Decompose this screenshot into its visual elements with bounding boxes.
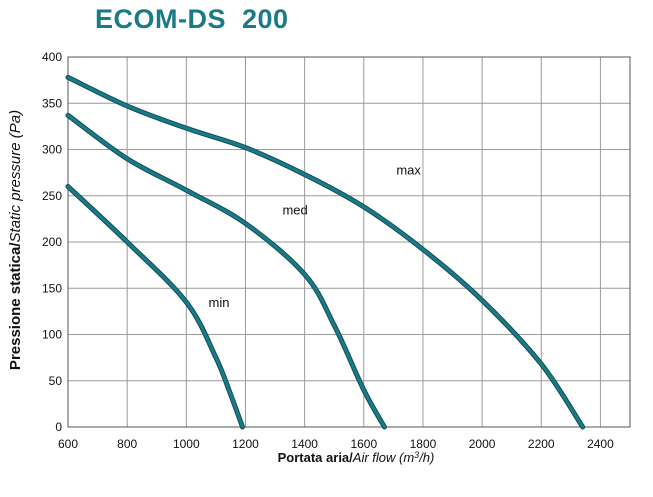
y-axis-title: Pressione statica/Static pressure (Pa)	[7, 110, 24, 370]
series-layer: max med min	[65, 74, 586, 430]
x-tick-label: 2400	[587, 437, 614, 451]
x-tick-label: 600	[58, 437, 78, 451]
x-tick-label: 1000	[173, 437, 200, 451]
x-tick-label: 800	[117, 437, 137, 451]
series-line-med	[66, 113, 386, 429]
x-tick-label: 1200	[232, 437, 259, 451]
series-label-min: min	[209, 295, 230, 310]
y-tick-label: 300	[42, 143, 62, 157]
x-axis-title-italic: Air flow (m	[352, 450, 415, 465]
series-label-max: max	[396, 162, 421, 177]
chart-title: ECOM-DS 200	[95, 4, 289, 34]
plot-frame	[67, 56, 631, 428]
x-tick-label: 1800	[410, 437, 437, 451]
x-tick-label: 1600	[350, 437, 377, 451]
y-axis-title-bold: Pressione statica/	[7, 242, 24, 370]
x-tick-label: 1400	[291, 437, 318, 451]
series-line-min	[66, 185, 244, 429]
series-line-max	[66, 75, 585, 429]
y-tick-label: 50	[49, 374, 63, 388]
series-label-med: med	[282, 202, 307, 217]
x-axis-title-end: /h)	[418, 450, 434, 465]
y-tick-label: 0	[55, 420, 62, 434]
y-tick-label: 200	[42, 235, 62, 249]
y-tick-label: 400	[42, 50, 62, 64]
x-tick-label: 2200	[528, 437, 555, 451]
x-axis-title-bold: Portata aria/	[278, 450, 354, 465]
y-axis-title-italic: Static pressure (Pa)	[7, 110, 24, 243]
x-axis-title: Portata aria/Air flow (m3/h)	[278, 450, 435, 465]
series-line-max-outline	[65, 74, 586, 430]
y-tick-label: 250	[42, 189, 62, 203]
tick-labels: 0 50 100 150 200 250 300 350 400 600 800 1000 1200 14…	[42, 50, 614, 451]
y-tick-label: 150	[42, 281, 62, 295]
x-tick-label: 2000	[469, 437, 496, 451]
y-tick-label: 100	[42, 328, 62, 342]
x-axis-title-sup: 3	[414, 450, 419, 460]
y-tick-label: 350	[42, 96, 62, 110]
grid	[67, 56, 630, 428]
